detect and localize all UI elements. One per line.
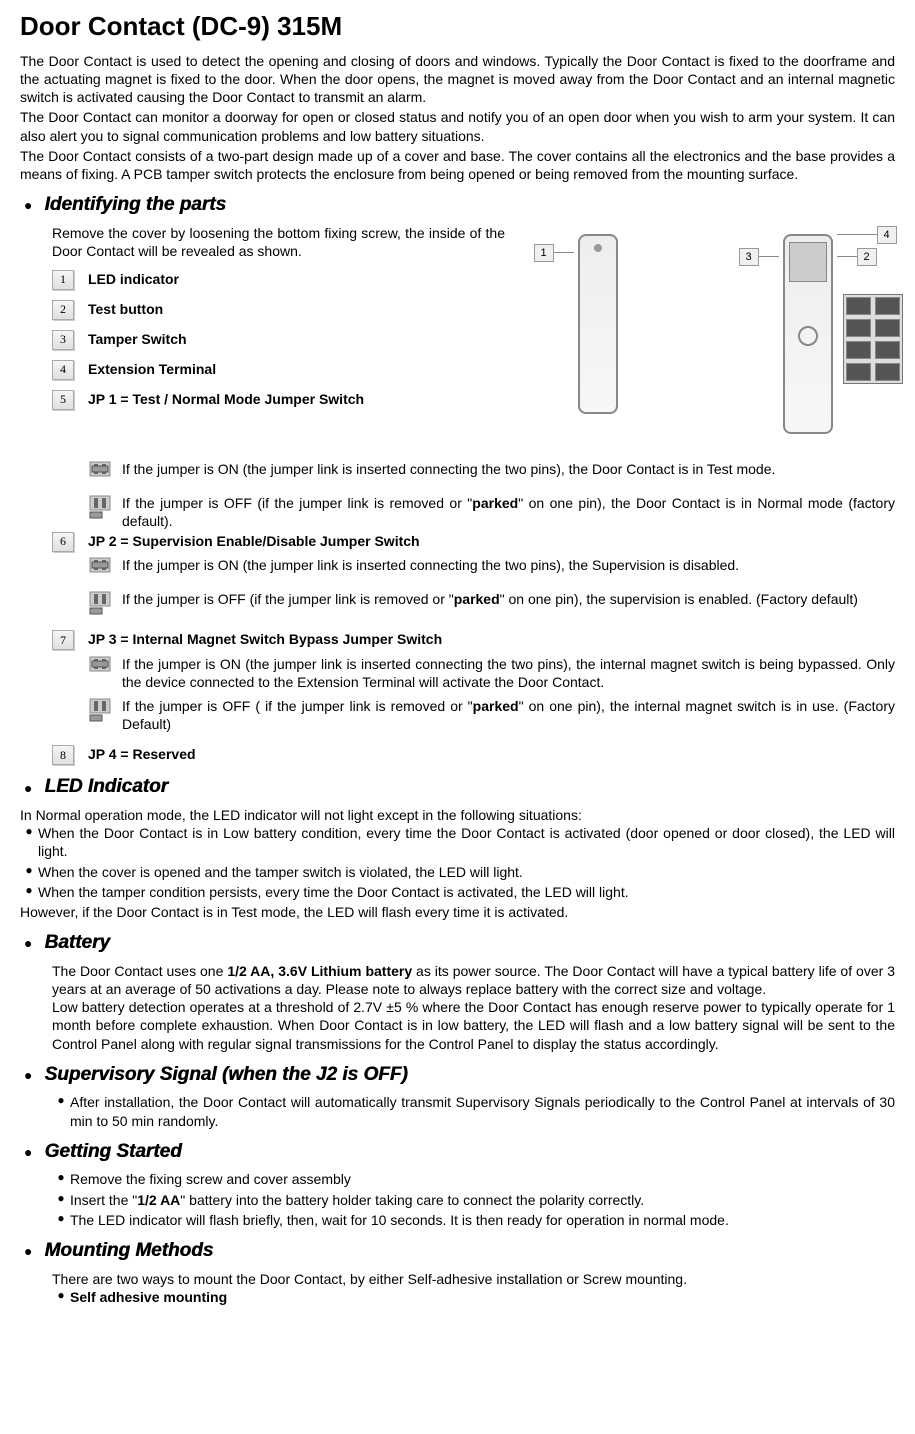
device-back — [783, 234, 833, 434]
bullet-icon: ● — [24, 1242, 32, 1260]
intro-p1: The Door Contact is used to detect the o… — [20, 52, 895, 107]
led-lead: In Normal operation mode, the LED indica… — [20, 806, 895, 824]
bullet-icon: ● — [52, 1191, 70, 1207]
part-label-1: LED indicator — [88, 270, 179, 288]
part-label-7: JP 3 = Internal Magnet Switch Bypass Jum… — [88, 630, 895, 648]
battery-p2: Low battery detection operates at a thre… — [52, 998, 895, 1053]
section-led-head: ● LED Indicator — [20, 775, 895, 800]
section-battery-title: Battery — [44, 931, 109, 956]
section-mounting-head: ● Mounting Methods — [20, 1239, 895, 1264]
part-num-6: 6 — [52, 532, 74, 552]
pcb-zoom — [843, 294, 903, 384]
bullet-icon: ● — [20, 824, 38, 840]
section-mounting-title: Mounting Methods — [44, 1239, 213, 1264]
bullet-icon: ● — [20, 863, 38, 879]
led-b3: When the tamper condition persists, ever… — [38, 883, 895, 901]
section-supervisory-title: Supervisory Signal (when the J2 is OFF) — [44, 1063, 407, 1088]
intro-block: The Door Contact is used to detect the o… — [20, 52, 895, 183]
jp2-off-text: If the jumper is OFF (if the jumper link… — [122, 590, 895, 608]
section-led-title: LED Indicator — [44, 775, 168, 800]
part-label-8: JP 4 = Reserved — [88, 745, 196, 763]
part-num-3: 3 — [52, 330, 74, 350]
section-supervisory-head: ● Supervisory Signal (when the J2 is OFF… — [20, 1063, 895, 1088]
diagram-label-3: 3 — [739, 248, 759, 266]
gs-b2: Insert the "1/2 AA" battery into the bat… — [70, 1191, 895, 1209]
page-title: Door Contact (DC-9) 315M — [20, 10, 895, 44]
battery-p1: The Door Contact uses one 1/2 AA, 3.6V L… — [52, 962, 895, 998]
mounting-b1: Self adhesive mounting — [70, 1288, 895, 1306]
jp1-on-text: If the jumper is ON (the jumper link is … — [122, 460, 895, 478]
identifying-lead: Remove the cover by loosening the bottom… — [52, 224, 505, 260]
section-getting-started-head: ● Getting Started — [20, 1140, 895, 1165]
section-getting-started-title: Getting Started — [44, 1140, 181, 1165]
part-label-3: Tamper Switch — [88, 330, 187, 348]
jumper-off-icon — [88, 590, 112, 618]
bullet-icon: ● — [20, 883, 38, 899]
section-identifying-head: ● Identifying the parts — [20, 193, 895, 218]
bullet-icon: ● — [52, 1093, 70, 1109]
mounting-lead: There are two ways to mount the Door Con… — [52, 1270, 895, 1288]
jumper-on-icon — [88, 556, 112, 584]
part-num-7: 7 — [52, 630, 74, 650]
jp3-on-text: If the jumper is ON (the jumper link is … — [122, 655, 895, 691]
jumper-on-icon — [88, 655, 112, 683]
diagram-label-4: 4 — [877, 226, 897, 244]
bullet-icon: ● — [24, 1143, 32, 1161]
bullet-icon: ● — [24, 779, 32, 797]
parts-diagram: 1 3 2 4 — [515, 224, 895, 454]
bullet-icon: ● — [52, 1211, 70, 1227]
part-num-2: 2 — [52, 300, 74, 320]
diagram-label-1: 1 — [534, 244, 554, 262]
part-num-8: 8 — [52, 745, 74, 765]
part-label-5: JP 1 = Test / Normal Mode Jumper Switch — [88, 390, 364, 408]
part-num-1: 1 — [52, 270, 74, 290]
intro-p3: The Door Contact consists of a two-part … — [20, 147, 895, 183]
device-front — [578, 234, 618, 414]
bullet-icon: ● — [52, 1170, 70, 1186]
bullet-icon: ● — [24, 1066, 32, 1084]
supervisory-b1: After installation, the Door Contact wil… — [70, 1093, 895, 1129]
jumper-off-icon — [88, 697, 112, 725]
bullet-icon: ● — [52, 1288, 70, 1304]
part-num-5: 5 — [52, 390, 74, 410]
part-label-4: Extension Terminal — [88, 360, 216, 378]
diagram-label-2: 2 — [857, 248, 877, 266]
intro-p2: The Door Contact can monitor a doorway f… — [20, 108, 895, 144]
jumper-on-icon — [88, 460, 112, 488]
jp3-off-text: If the jumper is OFF ( if the jumper lin… — [122, 697, 895, 733]
section-battery-head: ● Battery — [20, 931, 895, 956]
bullet-icon: ● — [24, 196, 32, 214]
led-b1: When the Door Contact is in Low battery … — [38, 824, 895, 860]
section-identifying-title: Identifying the parts — [44, 193, 226, 218]
part-num-4: 4 — [52, 360, 74, 380]
part-label-6: JP 2 = Supervision Enable/Disable Jumper… — [88, 532, 895, 550]
gs-b3: The LED indicator will flash briefly, th… — [70, 1211, 895, 1229]
gs-b1: Remove the fixing screw and cover assemb… — [70, 1170, 895, 1188]
bullet-icon: ● — [24, 934, 32, 952]
led-b2: When the cover is opened and the tamper … — [38, 863, 895, 881]
led-tail: However, if the Door Contact is in Test … — [20, 903, 895, 921]
jp1-off-text: If the jumper is OFF (if the jumper link… — [122, 494, 895, 530]
jp2-on-text: If the jumper is ON (the jumper link is … — [122, 556, 895, 574]
part-label-2: Test button — [88, 300, 163, 318]
jumper-off-icon — [88, 494, 112, 522]
